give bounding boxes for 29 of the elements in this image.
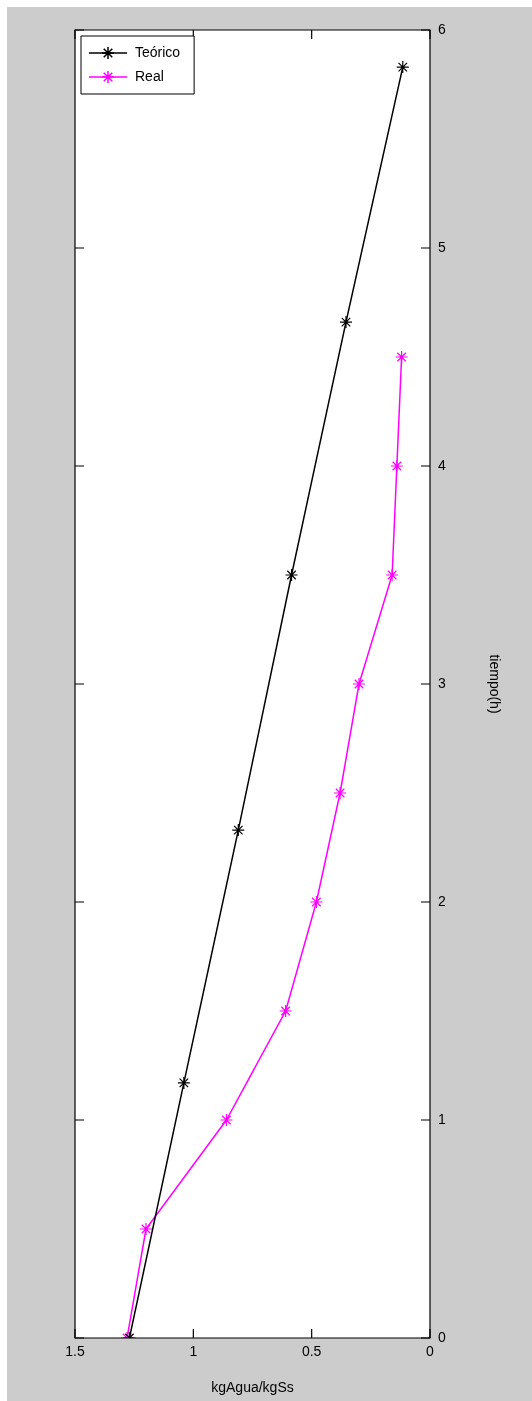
legend-label: Teórico	[135, 43, 181, 60]
point	[352, 677, 366, 691]
point	[177, 1076, 191, 1090]
point	[284, 568, 299, 582]
y-tick-label: 6	[438, 20, 446, 37]
x-axis-title: kgAgua/kgSs	[211, 1379, 294, 1396]
y-tick-label: 0	[438, 1328, 446, 1345]
legend-label: Real	[135, 67, 164, 84]
point	[333, 786, 347, 800]
y-tick-label: 2	[438, 892, 446, 909]
point	[139, 1222, 153, 1236]
point	[219, 1113, 234, 1127]
x-tick-label: 0.5	[301, 1343, 322, 1360]
x-tick-label: 1	[189, 1343, 198, 1360]
point	[339, 315, 353, 329]
point	[395, 350, 409, 364]
y-tick-label: 1	[438, 1110, 446, 1127]
y-axis-title: tiempo(h)	[486, 654, 503, 714]
point	[390, 459, 404, 473]
x-tick-label: 0	[426, 1343, 435, 1360]
x-tick-label: 1.5	[65, 1343, 85, 1360]
point	[231, 823, 245, 837]
point	[309, 895, 323, 909]
point	[396, 60, 410, 74]
point	[279, 1004, 293, 1018]
y-tick-label: 3	[438, 674, 446, 691]
y-tick-label: 5	[438, 238, 446, 255]
point	[385, 568, 399, 582]
y-tick-label: 4	[438, 456, 446, 473]
